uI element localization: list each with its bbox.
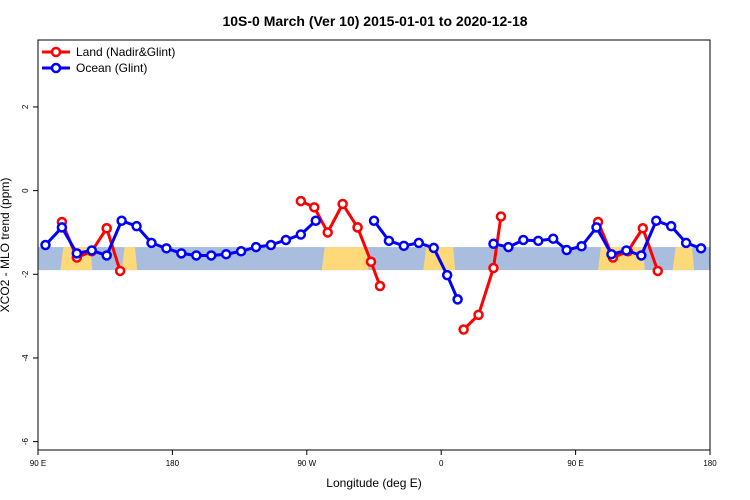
series-1-point-1-2 [398, 240, 410, 252]
legend-ocean-label: Ocean (Glint) [76, 61, 147, 75]
series-1-point-2-0 [488, 238, 499, 249]
series-1-point-1-3 [413, 237, 425, 249]
series-1-point-0-8 [161, 243, 172, 254]
series-1-point-0-6 [131, 220, 142, 232]
y-axis-label: XCO2 - MLO trend (ppm) [0, 178, 12, 313]
series-1-point-1-6 [452, 294, 463, 305]
series-1-point-0-4 [101, 250, 112, 261]
x-tick-label-5: 180 [703, 459, 717, 468]
series-1-point-1-4 [428, 242, 439, 254]
series-1-point-0-0 [40, 239, 51, 251]
series-0-point-2-1 [309, 202, 320, 213]
y-tick-label-4: -6 [21, 438, 30, 446]
y-tick-label-2: -2 [21, 270, 30, 278]
x-tick-label-4: 90 E [567, 459, 583, 468]
series-0-point-3-1 [365, 256, 377, 267]
series-1-point-0-17 [295, 229, 307, 240]
legend-land-marker [50, 46, 62, 58]
legend-land-label: Land (Nadir&Glint) [76, 45, 175, 59]
series-1-point-0-18 [310, 215, 322, 226]
series-0-point-4-0 [458, 324, 469, 335]
series-1-point-0-14 [250, 241, 262, 253]
series-0-point-2-3 [337, 198, 348, 210]
series-0-point-3-2 [374, 280, 386, 292]
series-0-point-1-0 [101, 223, 112, 234]
y-tick-label-1: 0 [21, 188, 30, 193]
series-1-point-0-11 [205, 250, 217, 261]
series-1-point-2-6 [576, 241, 587, 252]
series-1-point-0-3 [86, 245, 98, 256]
series-0-point-4-3 [495, 211, 507, 222]
x-tick-label-1: 180 [166, 459, 180, 468]
plot-frame [37, 39, 711, 451]
series-1-point-2-9 [621, 245, 632, 256]
series-1-point-2-13 [680, 237, 692, 249]
series-0-point-5-4 [652, 265, 663, 277]
series-1 [40, 215, 707, 305]
series-0-point-4-2 [488, 262, 499, 274]
series-1-point-2-14 [695, 243, 707, 254]
x-axis-label: Longitude (deg E) [326, 476, 421, 490]
series-1-point-2-5 [561, 244, 572, 256]
series-1-point-2-1 [503, 241, 514, 253]
series-1-point-0-12 [220, 248, 232, 260]
series-layer [40, 195, 707, 335]
x-tick-label-3: 0 [439, 459, 444, 468]
series-0-point-3-0 [352, 222, 363, 233]
series-1-point-2-7 [591, 222, 602, 233]
y-tick-label-3: -4 [21, 354, 30, 362]
series-0-point-1-1 [114, 265, 126, 277]
series-1-point-0-16 [280, 234, 292, 246]
x-axis: 90 E 180 90 W 0 90 E 180 [30, 450, 717, 468]
land-patch-5 [672, 247, 695, 271]
series-1-point-1-0 [368, 215, 380, 226]
series-1-point-2-11 [650, 215, 662, 226]
legend-ocean-marker [50, 62, 62, 74]
x-tick-label-2: 90 W [297, 459, 316, 468]
series-0-point-5-3 [637, 223, 649, 234]
series-1-point-0-7 [146, 237, 157, 249]
series-1-point-2-2 [518, 234, 529, 246]
series-0-line-1 [105, 227, 122, 272]
series-1-point-0-2 [71, 248, 83, 259]
series-1-point-0-10 [191, 250, 202, 261]
series-0-point-4-1 [473, 309, 484, 321]
land-patch-1 [121, 247, 138, 271]
y-axis: 2 0 -2 -4 -6 [21, 104, 38, 445]
series-0-point-2-0 [295, 195, 307, 207]
series-1-point-0-13 [235, 246, 247, 257]
series-0-point-2-2 [322, 227, 333, 238]
y-tick-label-0: 2 [21, 104, 30, 109]
series-1-point-1-5 [441, 269, 453, 281]
series-1-point-1-1 [383, 235, 395, 247]
legend: Land (Nadir&Glint) Ocean (Glint) [42, 45, 175, 75]
series-1-point-2-3 [533, 235, 544, 247]
series-1-point-2-12 [665, 220, 677, 232]
series-1-point-2-4 [547, 233, 559, 244]
series-1-point-2-8 [606, 248, 617, 260]
series-1-point-0-9 [176, 248, 187, 259]
series-1-point-2-10 [636, 250, 647, 261]
land-patch-2 [321, 247, 369, 271]
chart-title: 10S-0 March (Ver 10) 2015-01-01 to 2020-… [222, 13, 527, 29]
series-1-point-0-1 [56, 222, 68, 233]
series-1-point-0-15 [265, 239, 277, 251]
series-1-point-0-5 [116, 215, 127, 226]
x-tick-label-0: 90 E [30, 459, 46, 468]
